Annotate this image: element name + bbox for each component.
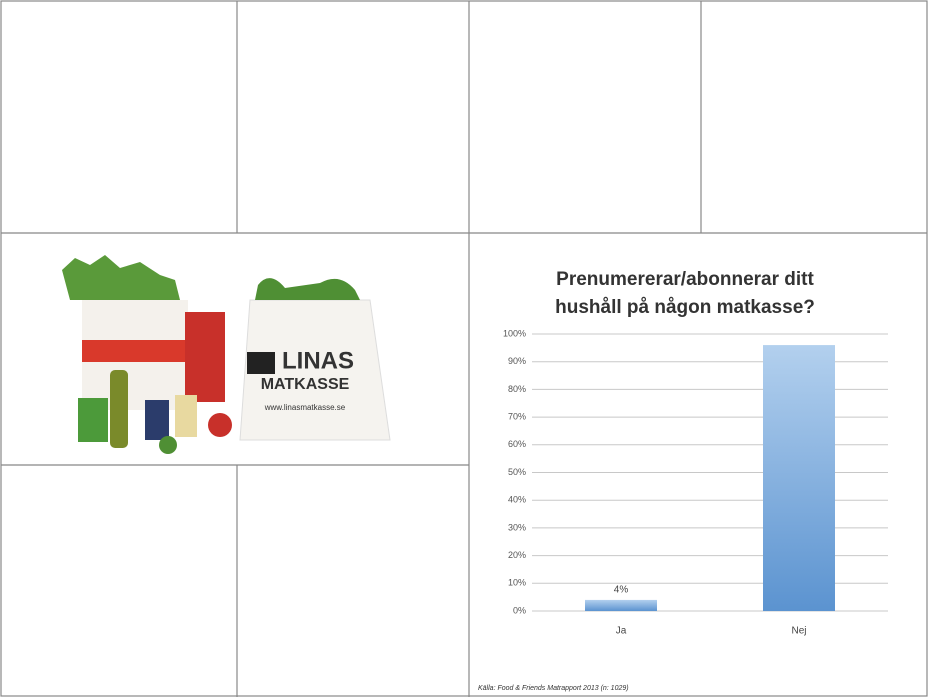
logo-text: MATKASSE <box>261 376 350 393</box>
bag-stripe <box>82 340 188 362</box>
plot: 0% 10% 20% 30% 40% 50% 60% 70% 80% 90% 100% Ja 4% Nej <box>503 328 888 637</box>
tomato <box>208 413 232 437</box>
source-note: Källa: Food & Friends Matrapport 2013 (n… <box>478 685 629 692</box>
y-tick-label: 90% <box>508 356 526 366</box>
chart-title: Prenumererar/abonnerar ditt <box>556 269 814 290</box>
y-tick-label: 70% <box>508 411 526 421</box>
x-tick-label: Nej <box>791 626 806 637</box>
jar <box>145 400 169 440</box>
y-tick-label: 50% <box>508 467 526 477</box>
lime <box>159 436 177 454</box>
bar <box>763 345 835 611</box>
logo-icon <box>247 352 275 374</box>
product-photo: LINAS MATKASSE www.linasmatkasse.se <box>62 255 391 454</box>
box <box>78 398 108 442</box>
vegetables <box>255 278 360 300</box>
bar <box>585 599 657 611</box>
logo-url: www.linasmatkasse.se <box>264 403 346 412</box>
y-tick-label: 30% <box>508 522 526 532</box>
y-tick-label: 20% <box>508 550 526 560</box>
y-tick-label: 0% <box>513 605 526 615</box>
chart-title: hushåll på någon matkasse? <box>555 297 815 318</box>
cheese <box>175 395 197 437</box>
bag <box>185 312 225 402</box>
data-label: 4% <box>614 585 629 596</box>
y-tick-label: 100% <box>503 328 526 338</box>
logo-text: LINAS <box>282 347 354 374</box>
bottle <box>110 370 128 448</box>
y-tick-label: 40% <box>508 495 526 505</box>
x-tick-label: Ja <box>616 626 627 637</box>
y-tick-label: 10% <box>508 578 526 588</box>
y-tick-label: 80% <box>508 384 526 394</box>
vegetables <box>62 255 180 300</box>
y-tick-label: 60% <box>508 439 526 449</box>
